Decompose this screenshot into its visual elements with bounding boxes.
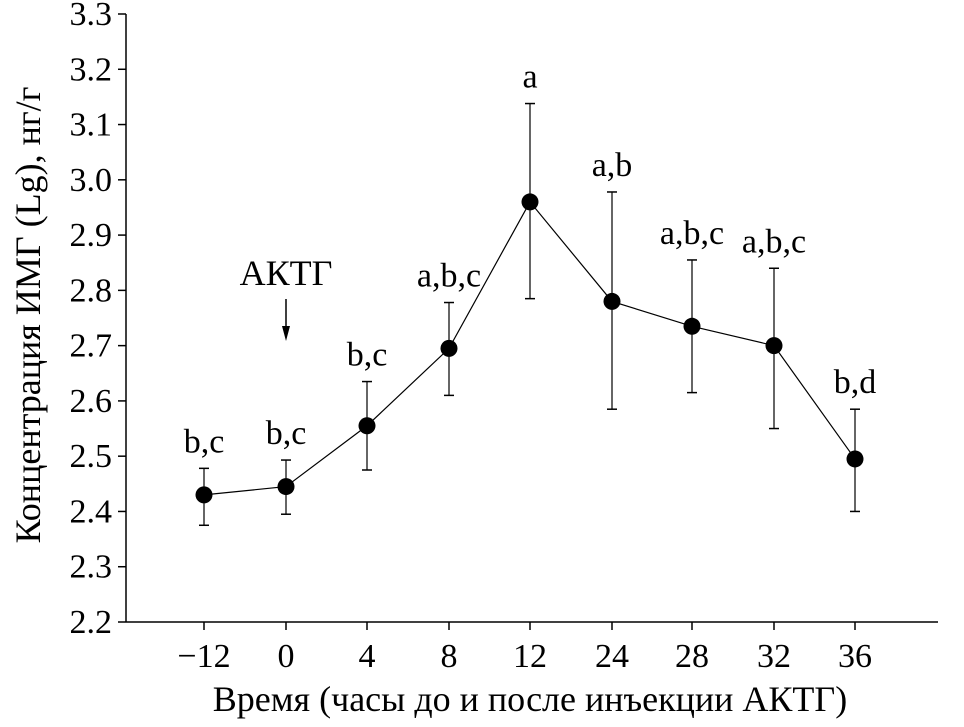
x-tick-label: 12 [513,638,547,675]
data-point-label: a,b,c [417,258,481,295]
series-layer: b,c b,c b,c a,b,c a a,b a,b,c a,b,c b,d [184,59,877,527]
data-point [277,478,295,496]
annotation-label: АКТГ [240,253,333,293]
y-tick-label: 2.9 [70,217,113,254]
y-tick-label: 2.8 [70,272,113,309]
axes [125,14,938,623]
data-point-label: b,c [347,337,388,374]
y-tick-label: 3.1 [70,107,113,144]
y-tick-label: 2.3 [70,549,113,586]
x-tick-label: 0 [278,638,295,675]
data-point [521,193,539,211]
x-tick-label: 32 [757,638,791,675]
data-point-label: a,b,c [660,215,724,252]
data-point [765,337,783,355]
data-point [846,450,864,468]
data-point-label: a,b [592,147,633,184]
x-tick-label: 28 [675,638,709,675]
y-tick-label: 2.2 [70,604,113,641]
y-tick-label: 3.0 [70,162,113,199]
y-tick-label: 2.6 [70,383,113,420]
x-tick-label: −12 [177,638,230,675]
data-point-label: b,c [184,423,225,460]
data-point [440,339,458,357]
data-point [195,486,213,504]
data-point-label: a [522,59,537,96]
x-tick-label: 24 [595,638,629,675]
y-axis-ticks: 2.2 2.3 2.4 2.5 2.6 2.7 2.8 2.9 3.0 3.1 3.2 3.3 [70,0,126,641]
x-tick-label: 4 [359,638,376,675]
data-point [683,317,701,335]
data-point [358,417,376,435]
y-tick-label: 2.5 [70,438,113,475]
x-tick-label: 8 [441,638,458,675]
y-tick-label: 3.2 [70,51,113,88]
annotation-arrow-head [282,326,290,341]
y-axis-title: Концентрация ИМГ (Lg), нг/г [8,87,48,544]
y-tick-label: 2.7 [70,328,113,365]
data-point-label: b,d [834,364,877,401]
x-axis-title: Время (часы до и после инъекции АКТГ) [213,679,847,719]
y-tick-label: 3.3 [70,0,113,33]
data-point-label: a,b,c [742,223,806,260]
y-tick-label: 2.4 [70,493,113,530]
data-point [603,292,621,310]
x-tick-label: 36 [838,638,872,675]
x-axis-ticks: −12 0 4 8 12 24 28 32 36 [177,622,872,675]
data-point-label: b,c [266,415,307,452]
annotation-layer: АКТГ [240,253,333,341]
